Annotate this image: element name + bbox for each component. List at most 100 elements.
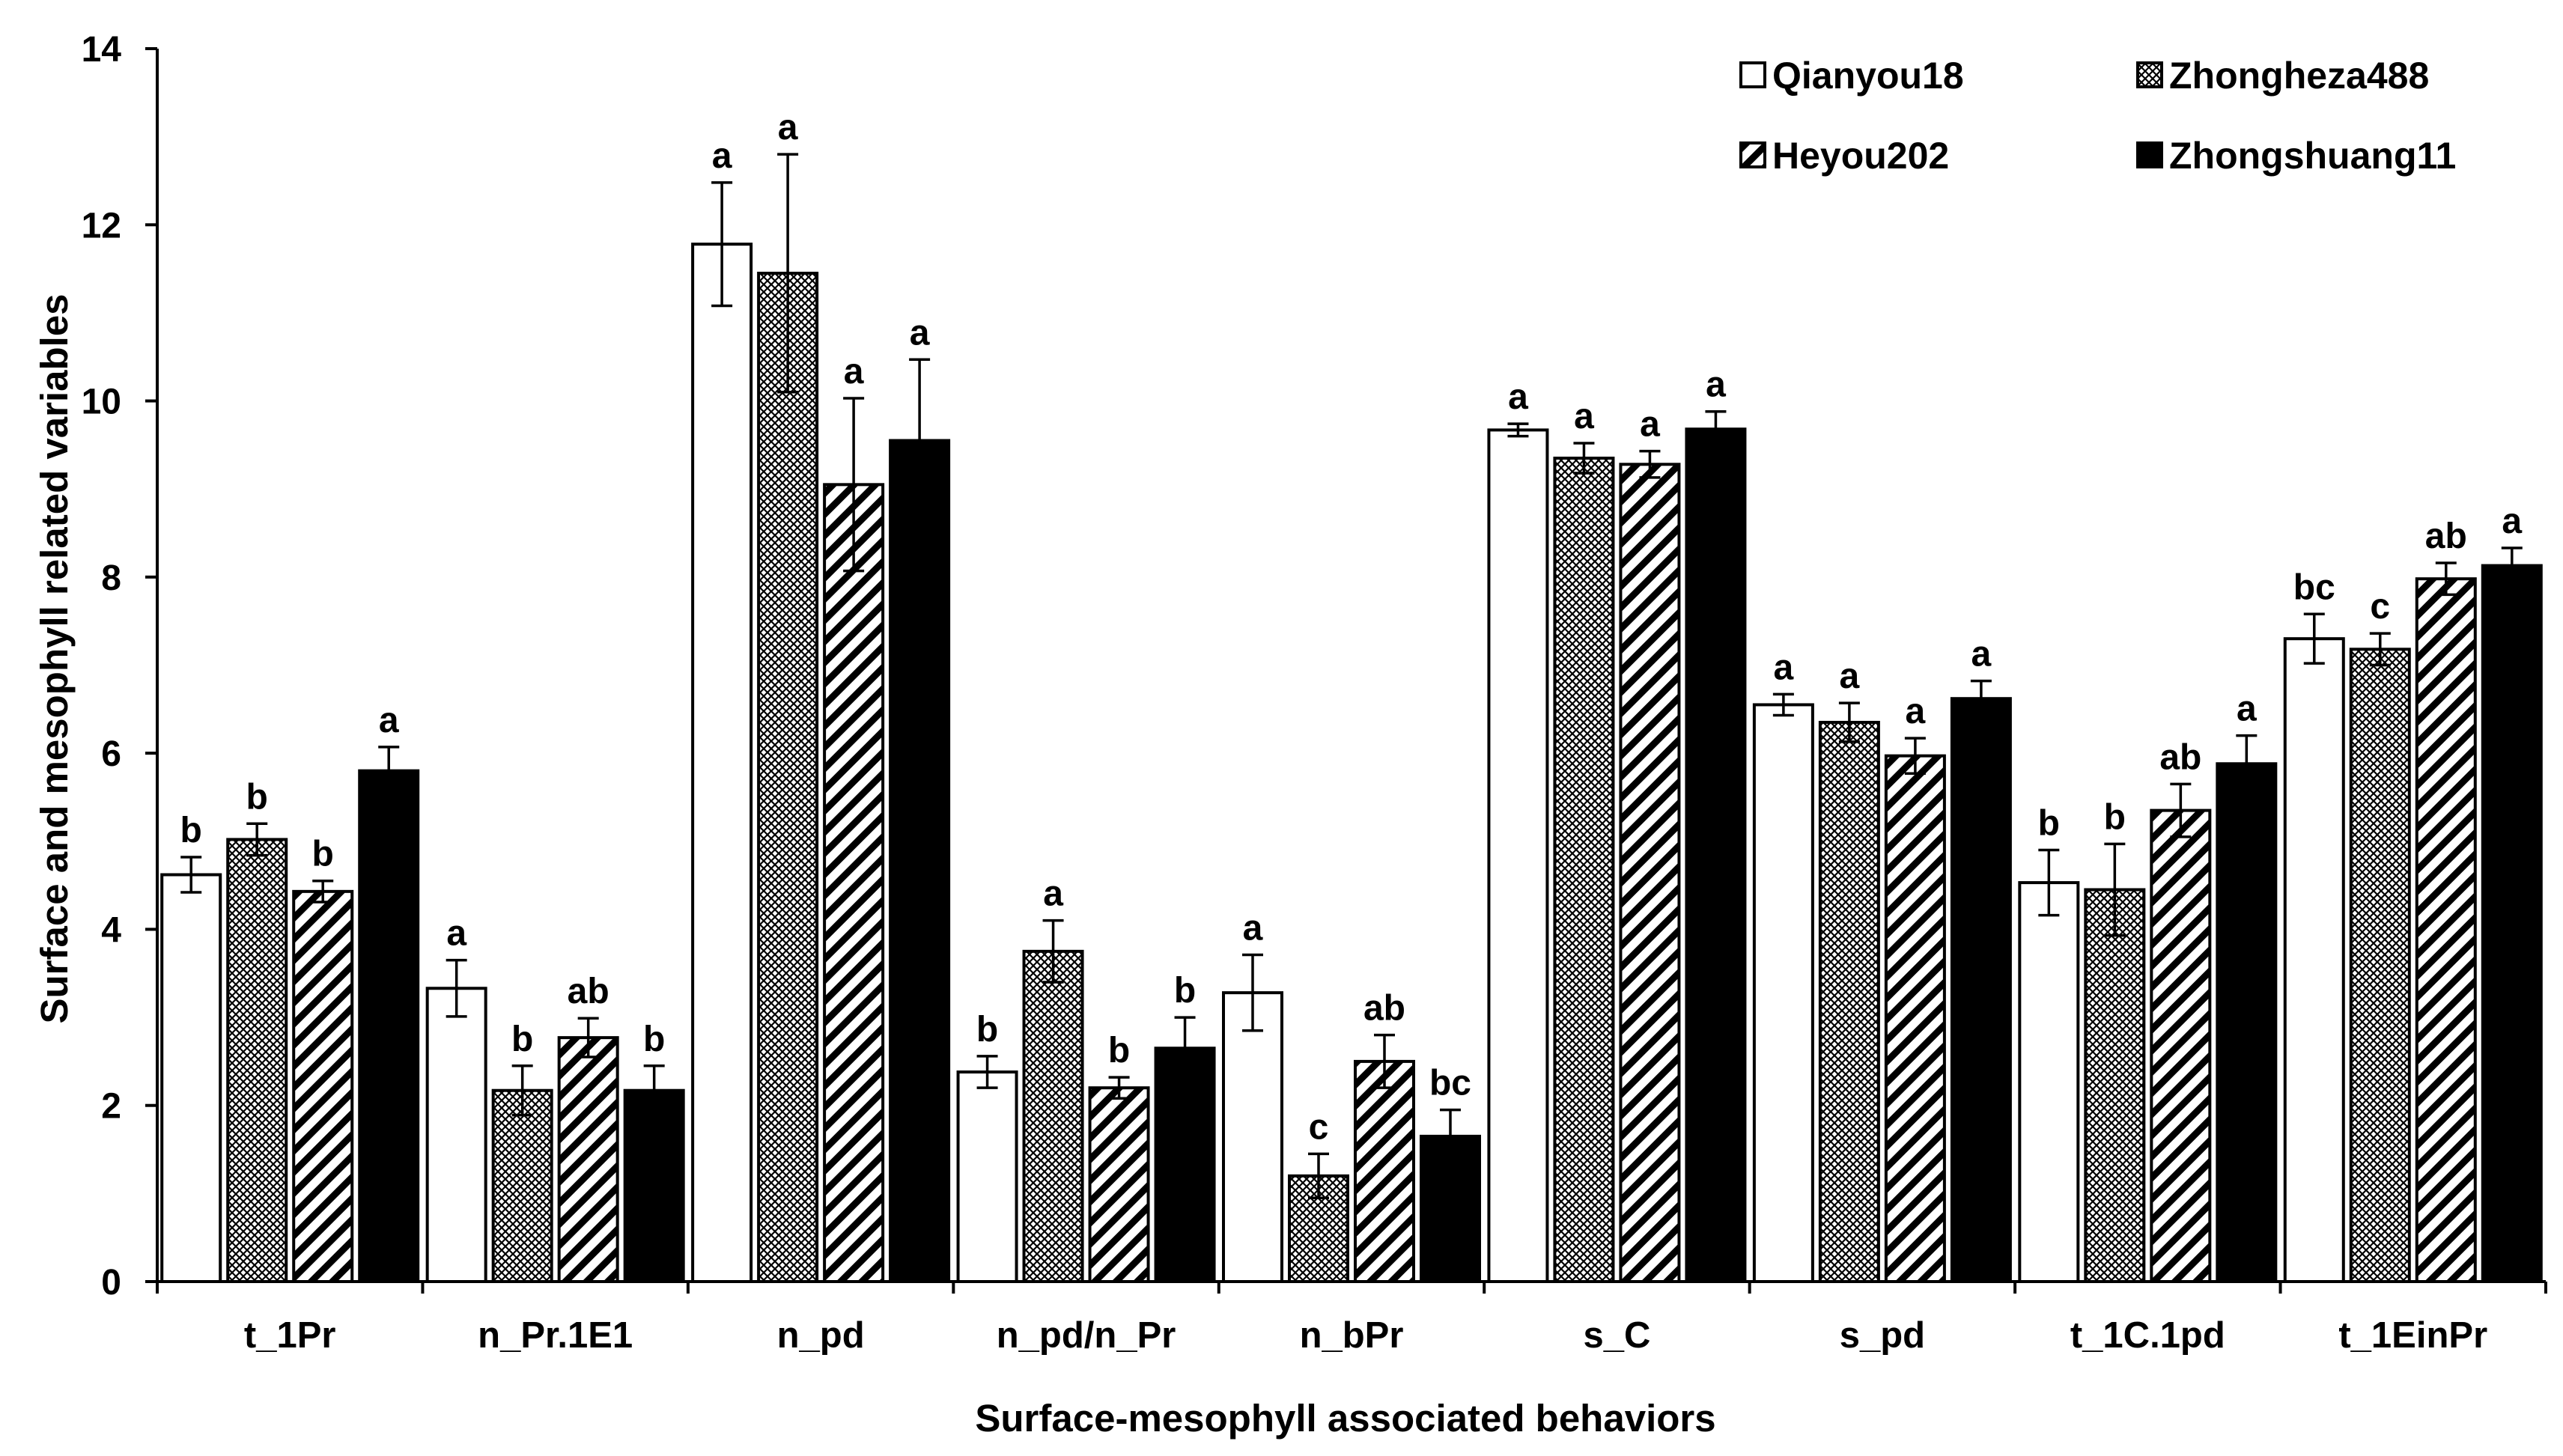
- significance-letter: a: [778, 108, 798, 147]
- bar: [1752, 703, 1814, 1283]
- bar: [1553, 457, 1615, 1283]
- bar: [2283, 637, 2345, 1283]
- legend-label: Zhongshuang11: [2169, 135, 2456, 177]
- significance-letter: c: [2370, 587, 2390, 627]
- y-tick-label: 8: [101, 558, 121, 598]
- significance-letter: a: [446, 914, 466, 954]
- bar: [823, 483, 885, 1283]
- significance-letter: ab: [2159, 737, 2201, 777]
- bar: [691, 243, 753, 1284]
- x-tick-label: n_Pr.1E1: [478, 1315, 633, 1356]
- legend-swatch: [1739, 141, 1766, 168]
- bar: [1154, 1047, 1216, 1284]
- bar: [2084, 888, 2146, 1283]
- chart-labels: Surface-mesophyll associated behaviors S…: [33, 293, 1716, 1440]
- bar: [226, 838, 288, 1283]
- bar: [1487, 428, 1549, 1283]
- significance-letter: c: [1309, 1107, 1329, 1147]
- significance-letter: b: [246, 777, 268, 817]
- bar: [1222, 991, 1283, 1284]
- x-tick-label: s_C: [1583, 1315, 1650, 1356]
- significance-letter: a: [1243, 909, 1263, 948]
- significance-letter: a: [1706, 365, 1726, 405]
- significance-letter: a: [1774, 648, 1794, 687]
- y-tick-label: 14: [82, 30, 122, 70]
- y-tick-label: 6: [101, 734, 121, 774]
- significance-letter: ab: [2425, 517, 2467, 556]
- bar: [1884, 754, 1946, 1283]
- legend-swatch: [2136, 141, 2163, 168]
- significance-letter: bc: [1429, 1064, 1471, 1103]
- legend: Qianyou18 Zhongheza488 Heyou202 Zhongshuang…: [1739, 55, 2456, 177]
- legend-swatch: [2136, 61, 2163, 88]
- significance-letter: a: [844, 352, 864, 392]
- significance-letter: a: [2237, 689, 2257, 729]
- significance-letter: b: [1174, 971, 1196, 1011]
- y-tick-label: 12: [82, 206, 121, 246]
- significance-letter: b: [180, 811, 202, 850]
- significance-letter: a: [1508, 377, 1528, 417]
- bar: [2150, 808, 2212, 1283]
- x-tick-label: t_1Pr: [244, 1315, 336, 1356]
- bar: [160, 873, 222, 1283]
- bar: [956, 1070, 1018, 1283]
- significance-letter: a: [1840, 657, 1860, 696]
- y-tick-label: 10: [82, 383, 121, 422]
- x-tick-label: n_bPr: [1300, 1315, 1404, 1356]
- chart-axes: 0 2 4 6 8 10 12 14 t_1Pr n_Pr.1E1 n_pd n_pd/n_Pr n_b…: [82, 30, 2547, 1356]
- bar: [2349, 648, 2411, 1283]
- x-tick-label: n_pd/n_Pr: [997, 1315, 1176, 1356]
- significance-letter: b: [1108, 1031, 1130, 1070]
- x-tick-label: n_pd: [777, 1315, 865, 1356]
- chart-bars: [160, 243, 2543, 1284]
- bar: [623, 1088, 685, 1283]
- bar: [2018, 881, 2080, 1283]
- significance-letter: a: [379, 701, 399, 740]
- bar: [491, 1088, 553, 1283]
- significance-letter: a: [712, 136, 732, 176]
- legend-label: Heyou202: [1772, 135, 1949, 177]
- x-tick-label: t_1EinPr: [2338, 1315, 2487, 1356]
- y-tick-label: 2: [101, 1087, 121, 1127]
- significance-letter: a: [1971, 635, 1992, 674]
- bar: [1354, 1059, 1415, 1283]
- legend-swatch: [1739, 61, 1766, 88]
- legend-label: Qianyou18: [1772, 55, 1964, 97]
- significance-letter: b: [511, 1020, 533, 1059]
- significance-letter: b: [976, 1010, 998, 1050]
- significance-letter: b: [2038, 804, 2060, 844]
- significance-letter: a: [1574, 397, 1594, 436]
- x-axis-label: Surface-mesophyll associated behaviors: [975, 1397, 1715, 1440]
- significance-letter: ab: [1363, 989, 1405, 1029]
- bar: [557, 1036, 619, 1283]
- chart-significance-letters: baabaaabbcbbaacaabcbabababaaababababbcaa…: [180, 108, 2523, 1147]
- significance-letter: b: [643, 1020, 665, 1059]
- bar: [1619, 463, 1681, 1283]
- bar: [292, 889, 354, 1283]
- x-tick-label: t_1C.1pd: [2070, 1315, 2225, 1356]
- bar: [2415, 577, 2477, 1283]
- significance-letter: a: [1043, 874, 1063, 914]
- chart-error-bars: [180, 153, 2523, 1199]
- significance-letter: a: [1906, 692, 1926, 731]
- bar: [1088, 1086, 1150, 1283]
- significance-letter: a: [910, 313, 930, 353]
- bar: [1685, 427, 1747, 1283]
- bar: [2481, 564, 2543, 1283]
- significance-letter: a: [1640, 405, 1660, 445]
- x-tick-label: s_pd: [1840, 1315, 1925, 1356]
- y-tick-label: 4: [101, 910, 121, 950]
- y-tick-label: 0: [101, 1263, 121, 1303]
- bar: [757, 271, 819, 1284]
- significance-letter: ab: [568, 972, 609, 1011]
- bar: [1818, 720, 1880, 1283]
- significance-letter: b: [2104, 797, 2126, 837]
- bar: [1022, 949, 1084, 1283]
- bar: [1950, 697, 2012, 1283]
- legend-label: Zhongheza488: [2169, 55, 2429, 97]
- bar: [889, 439, 951, 1283]
- bar: [425, 987, 487, 1283]
- bar: [358, 769, 420, 1283]
- bar: [2216, 762, 2278, 1283]
